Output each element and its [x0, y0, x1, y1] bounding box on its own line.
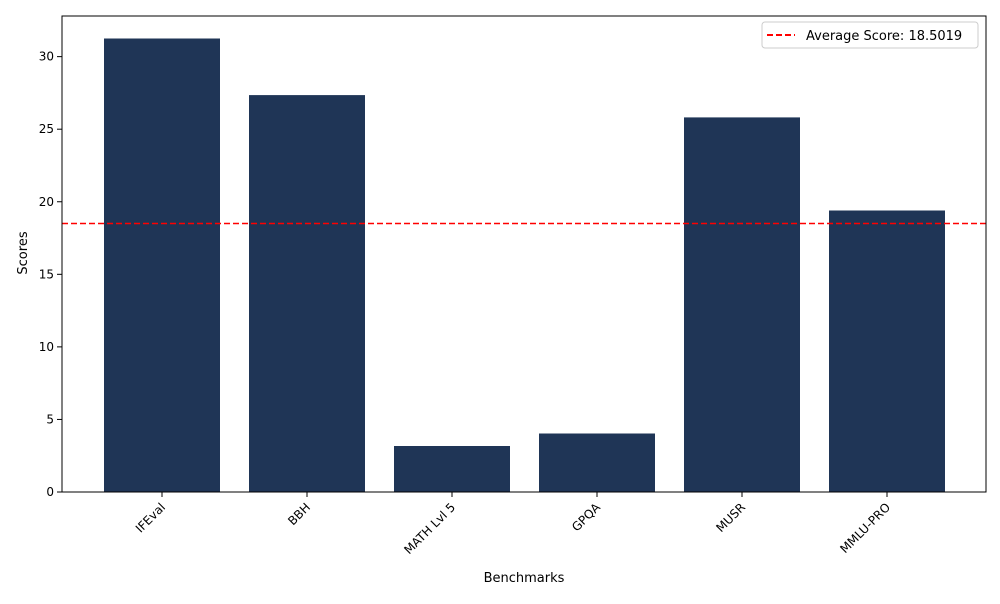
y-tick-label: 0: [46, 485, 54, 499]
legend: Average Score: 18.5019: [761, 21, 979, 49]
x-tick-label: MMLU-PRO: [837, 500, 893, 556]
bar: [829, 210, 945, 492]
legend-box: [761, 21, 979, 49]
plot-frame: [61, 15, 987, 493]
y-tick-label: 20: [39, 195, 54, 209]
bar: [684, 117, 800, 493]
y-tick-label: 30: [39, 50, 54, 64]
x-tick-label: MATH Lvl 5: [401, 500, 458, 557]
axes-layer: [61, 15, 987, 493]
legend-label: Average Score: 18.5019: [806, 29, 962, 44]
bars-layer: [104, 38, 945, 493]
x-tick-label: IFEval: [133, 500, 168, 535]
bar: [104, 38, 220, 492]
y-tick-label: 10: [39, 340, 54, 354]
x-axis-label: Benchmarks: [484, 571, 565, 586]
x-tick-label: GPQA: [569, 500, 604, 535]
y-axis-label: Scores: [16, 231, 31, 274]
bar: [249, 95, 365, 492]
bar: [539, 433, 655, 492]
y-tick-label: 25: [39, 122, 54, 136]
y-tick-label: 15: [39, 267, 54, 281]
x-tick-label: MUSR: [713, 500, 748, 535]
bar: [394, 446, 510, 492]
x-tick-label: BBH: [285, 500, 313, 528]
y-tick-label: 5: [46, 412, 54, 426]
